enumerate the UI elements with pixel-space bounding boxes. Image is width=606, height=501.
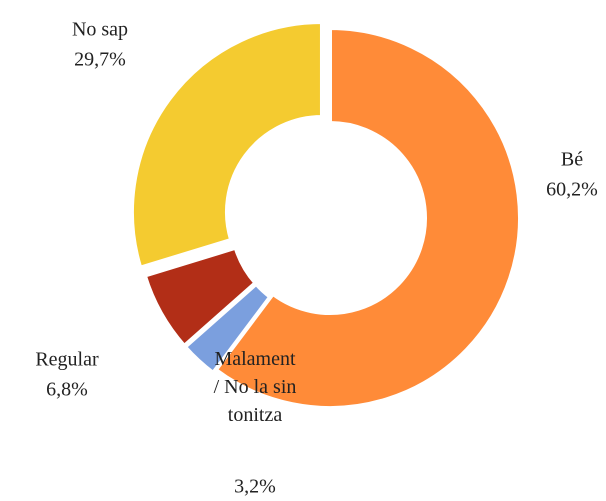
category-label: Regular — [35, 349, 99, 371]
slice — [213, 25, 522, 410]
category-label: Malament / No la sintonitza — [213, 348, 297, 426]
value-label: 6,8% — [46, 379, 88, 401]
value-label: 3,2% — [234, 476, 276, 498]
slice — [142, 245, 259, 349]
value-label: 60,2% — [546, 179, 598, 201]
value-label: 29,7% — [74, 49, 126, 71]
category-label-box: Malament / No la sintonitza — [213, 348, 297, 426]
category-label: Bé — [561, 149, 583, 171]
category-label: No sap — [72, 19, 128, 41]
donut — [129, 20, 522, 410]
slice — [129, 20, 324, 271]
